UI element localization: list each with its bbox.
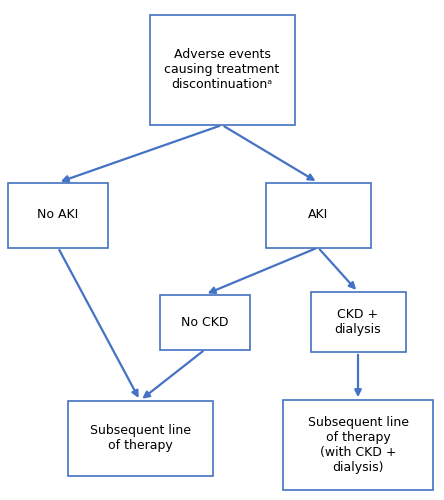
FancyBboxPatch shape xyxy=(266,182,370,248)
FancyBboxPatch shape xyxy=(310,292,405,352)
Text: Subsequent line
of therapy: Subsequent line of therapy xyxy=(90,424,190,452)
Text: Adverse events
causing treatment
discontinuationᵃ: Adverse events causing treatment discont… xyxy=(164,48,280,92)
Text: CKD +
dialysis: CKD + dialysis xyxy=(335,308,381,336)
Text: No CKD: No CKD xyxy=(181,316,229,328)
Text: No AKI: No AKI xyxy=(37,208,79,222)
Text: AKI: AKI xyxy=(308,208,328,222)
FancyBboxPatch shape xyxy=(67,400,213,475)
FancyBboxPatch shape xyxy=(150,15,294,125)
FancyBboxPatch shape xyxy=(8,182,108,248)
Text: Subsequent line
of therapy
(with CKD +
dialysis): Subsequent line of therapy (with CKD + d… xyxy=(308,416,408,474)
FancyBboxPatch shape xyxy=(283,400,433,490)
FancyBboxPatch shape xyxy=(160,294,250,350)
